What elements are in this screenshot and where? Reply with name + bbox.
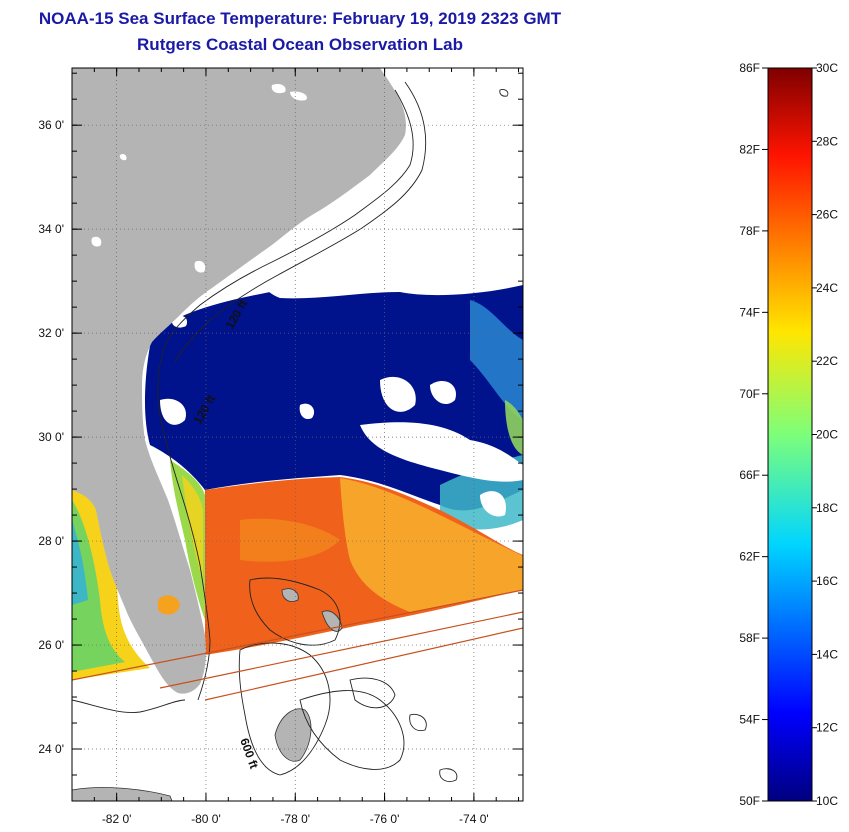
colorbar-f-label: 66F <box>739 468 760 482</box>
lat-tick-label: 24 0' <box>38 742 64 756</box>
colorbar-c-label: 14C <box>816 647 838 661</box>
colorbar-f-label: 50F <box>739 794 760 808</box>
colorbar-f-label: 58F <box>739 631 760 645</box>
lat-tick-label: 36 0' <box>38 118 64 132</box>
colorbar-f-label: 62F <box>739 550 760 564</box>
bahamas-islands <box>72 588 343 801</box>
lat-tick-label: 32 0' <box>38 326 64 340</box>
lon-tick-label: -76 0' <box>370 812 400 826</box>
colorbar-f-label: 74F <box>739 305 760 319</box>
colorbar-c-label: 28C <box>816 134 838 148</box>
cloud-patches <box>160 235 523 517</box>
colorbar-f-label: 82F <box>739 142 760 156</box>
lon-tick-label: -74 0' <box>459 812 489 826</box>
colorbar-c-label: 20C <box>816 428 838 442</box>
lon-tick-label: -80 0' <box>191 812 221 826</box>
colorbar-f-label: 78F <box>739 224 760 238</box>
bathymetry-contours <box>72 81 509 782</box>
axis-ticks: -82 0' -80 0' -78 0' -76 0' -74 0' 36 0' 34 0'… <box>38 68 523 826</box>
gulf-orange-band <box>340 478 523 612</box>
gulf-stream-edge <box>470 300 523 420</box>
map-title: NOAA-15 Sea Surface Temperature: Februar… <box>38 9 562 28</box>
lat-tick-label: 26 0' <box>38 638 64 652</box>
swath-edge-streaks <box>72 589 523 701</box>
colorbar-c-label: 12C <box>816 721 838 735</box>
colorbar-c-label: 22C <box>816 354 838 368</box>
land-mass <box>72 68 406 694</box>
lat-tick-label: 28 0' <box>38 534 64 548</box>
map-subtitle: Rutgers Coastal Ocean Observation Lab <box>137 35 463 54</box>
inland-lakes <box>91 83 307 273</box>
colorbar-c-label: 16C <box>816 574 838 588</box>
lat-tick-label: 30 0' <box>38 430 64 444</box>
lon-tick-label: -78 0' <box>280 812 310 826</box>
map-frame <box>71 67 524 802</box>
map-content: 120 ft 120 ft 600 ft <box>72 68 523 801</box>
colorbar-f-label: 70F <box>739 387 760 401</box>
colorbar-c-label: 30C <box>816 61 838 75</box>
colorbar-c-label: 10C <box>816 794 838 808</box>
colorbar-ticks: 86F 82F 78F 74F 70F 66F 62F 58F 54F 50F 30C 28C 26C 2… <box>739 61 838 808</box>
lake-okeechobee <box>158 595 180 615</box>
colorbar-c-label: 24C <box>816 281 838 295</box>
colorbar-f-label: 54F <box>739 713 760 727</box>
colorbar-c-label: 18C <box>816 501 838 515</box>
lon-tick-label: -82 0' <box>102 812 132 826</box>
colorbar-c-label: 26C <box>816 208 838 222</box>
temperature-colorbar <box>767 67 813 802</box>
colorbar-f-label: 86F <box>739 61 760 75</box>
lat-tick-label: 34 0' <box>38 222 64 236</box>
